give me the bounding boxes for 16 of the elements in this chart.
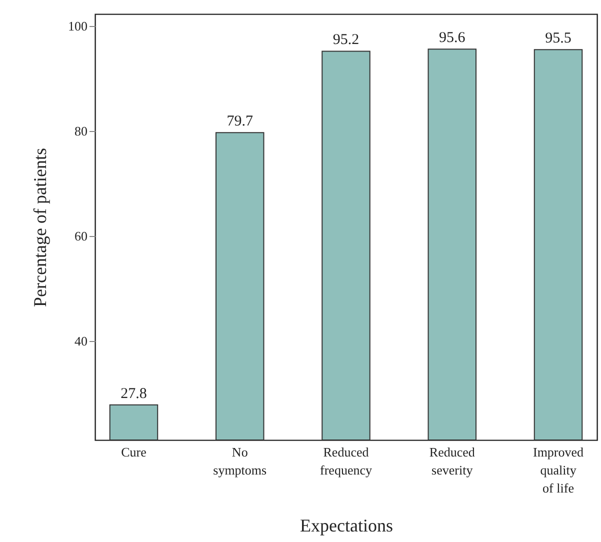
x-tick-label: Improved quality of life bbox=[532, 444, 584, 496]
data-label: 95.6 bbox=[439, 30, 466, 46]
x-axis-title: Expectations bbox=[300, 516, 393, 536]
y-tick-label: 40 bbox=[74, 333, 88, 348]
data-label: 95.2 bbox=[332, 32, 360, 48]
data-label: 79.7 bbox=[226, 114, 254, 130]
x-tick-label: Reduced frequency bbox=[320, 444, 372, 478]
x-tick-label: Cure bbox=[121, 444, 147, 460]
data-label: 27.8 bbox=[120, 386, 147, 402]
y-axis-title: Percentage of patients bbox=[30, 148, 50, 307]
x-tick-label: Reduced severity bbox=[429, 444, 476, 478]
data-label: 95.5 bbox=[545, 30, 572, 47]
x-tick-label: No symptoms bbox=[213, 444, 267, 478]
y-tick-label: 60 bbox=[74, 228, 88, 244]
y-tick-label: 80 bbox=[74, 123, 88, 138]
y-tick-label: 100 bbox=[68, 18, 88, 34]
